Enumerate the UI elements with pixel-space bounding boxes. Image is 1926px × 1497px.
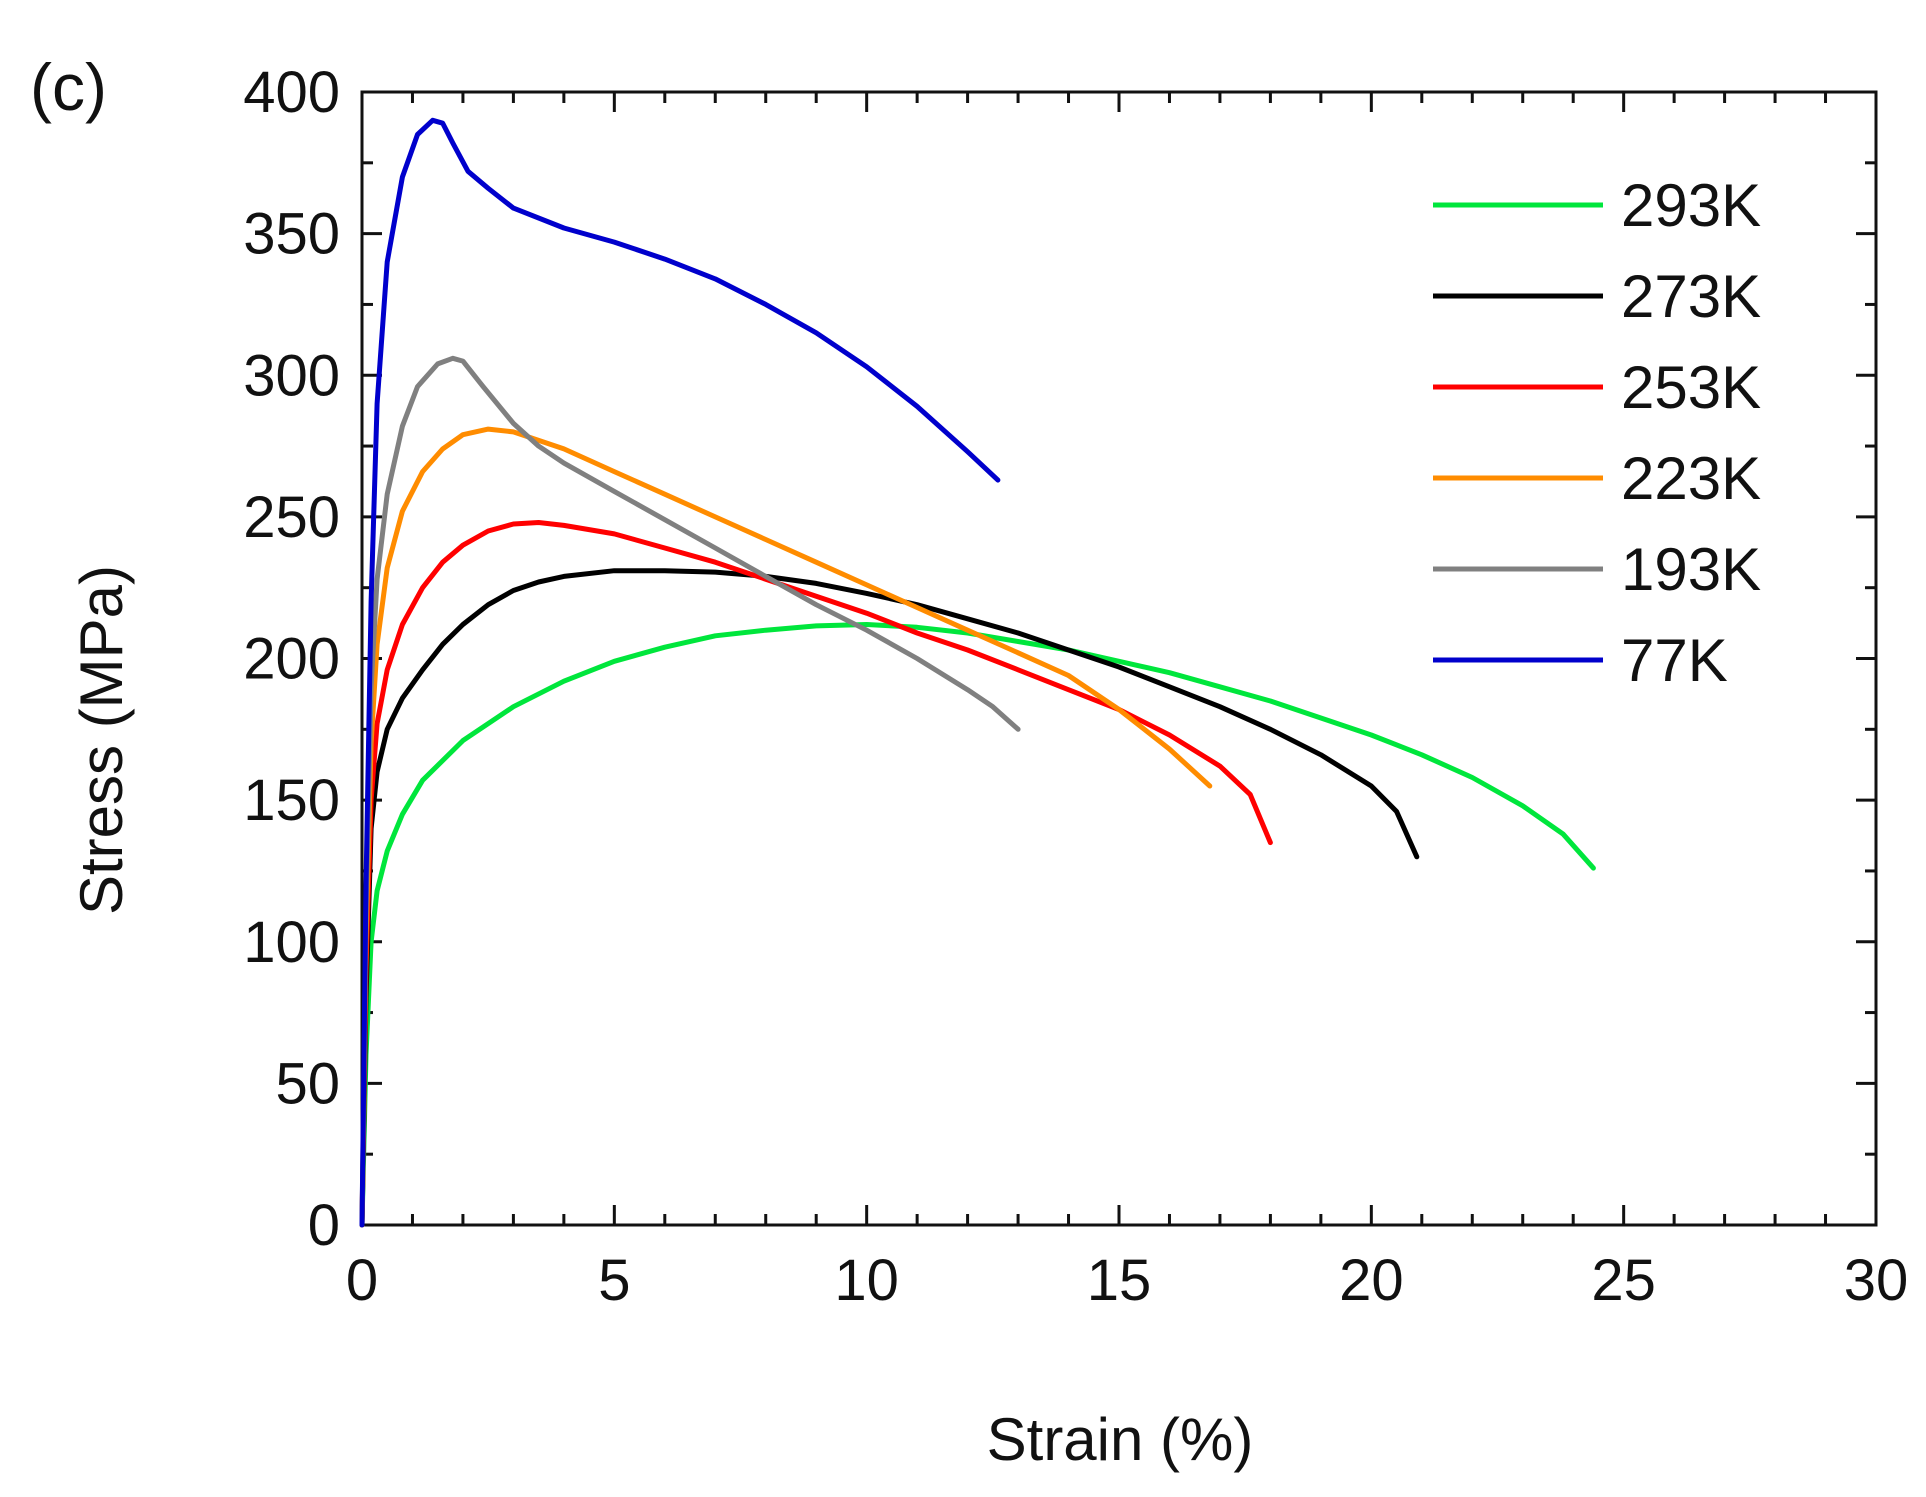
x-axis: 0 5 10 15 20 25 30: [346, 92, 1908, 1313]
y-tick-label: 300: [243, 343, 340, 408]
y-axis-title: Stress (MPa): [68, 565, 135, 915]
series-line-77K: [359, 117, 1001, 1228]
x-tick-label: 15: [1087, 1248, 1152, 1313]
y-tick-label: 150: [243, 768, 340, 833]
series-line-273K: [359, 568, 1420, 1228]
y-tick-label: 50: [275, 1051, 340, 1116]
series-line-223K: [359, 426, 1213, 1228]
legend-label-253K: 253K: [1621, 354, 1761, 421]
legend-label-223K: 223K: [1621, 445, 1761, 512]
panel-label: (c): [30, 50, 107, 124]
legend-label-193K: 193K: [1621, 536, 1761, 603]
y-tick-label: 200: [243, 627, 340, 692]
y-axis: 0 50 100 150 200 250 300 350 400: [243, 60, 1876, 1258]
series-line-193K: [359, 355, 1021, 1228]
series-layer: [359, 117, 1596, 1228]
series-line-293K: [359, 622, 1596, 1228]
y-tick-label: 0: [308, 1193, 340, 1258]
y-tick-label: 100: [243, 910, 340, 975]
x-axis-title: Strain (%): [987, 1406, 1254, 1473]
x-tick-label: 5: [598, 1248, 630, 1313]
legend: 293K 273K 253K 223K 193K 77K: [1433, 172, 1761, 694]
series-line-253K: [359, 520, 1273, 1228]
y-tick-label: 350: [243, 202, 340, 267]
legend-label-293K: 293K: [1621, 172, 1761, 239]
x-tick-label: 20: [1339, 1248, 1404, 1313]
legend-label-77K: 77K: [1621, 627, 1728, 694]
y-tick-label: 400: [243, 60, 340, 125]
x-tick-label: 25: [1591, 1248, 1656, 1313]
y-tick-label: 250: [243, 485, 340, 550]
x-tick-label: 0: [346, 1248, 378, 1313]
x-tick-label: 30: [1844, 1248, 1909, 1313]
x-tick-label: 10: [834, 1248, 899, 1313]
legend-label-273K: 273K: [1621, 263, 1761, 330]
